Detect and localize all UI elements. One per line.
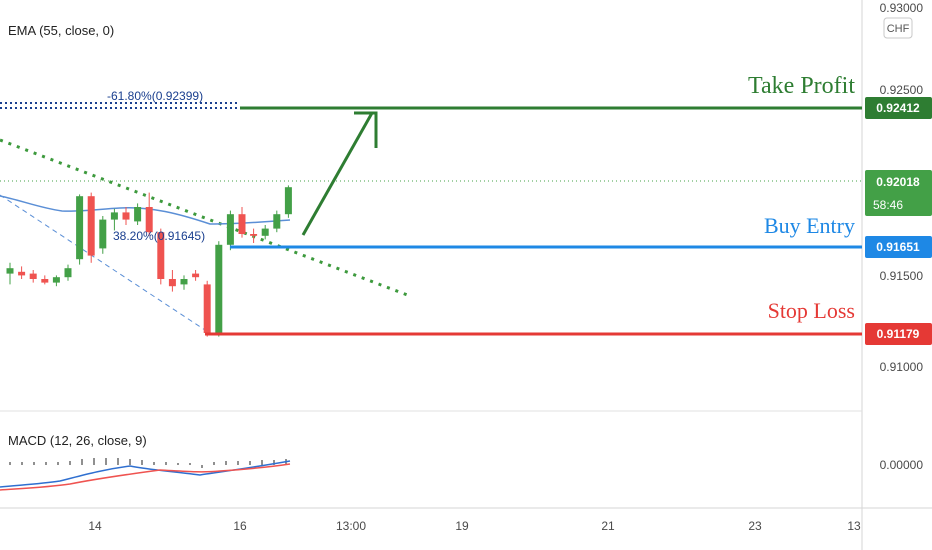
time-tick: 19 (455, 519, 469, 533)
macd-signal-line (0, 463, 291, 491)
buy-entry-label: Buy Entry (764, 213, 855, 238)
candle-down (238, 214, 246, 234)
fib-618-label: -61.80%(0.92399) (107, 89, 203, 103)
stop-loss-price: 0.91179 (877, 327, 920, 341)
take-profit-label: Take Profit (748, 73, 855, 99)
current-price-badge (865, 170, 932, 216)
candle-down (87, 196, 95, 256)
price-tick: 0.91500 (880, 269, 924, 283)
candle-up (226, 214, 234, 245)
candle-down (41, 279, 49, 283)
price-tick: 0.93000 (880, 1, 924, 15)
time-tick: 23 (748, 519, 762, 533)
projection-arrow-icon (354, 111, 378, 148)
ema-line (0, 195, 291, 225)
descending-trendline[interactable] (0, 138, 411, 298)
current-price: 0.92018 (876, 175, 920, 189)
time-tick: 13 (847, 519, 861, 533)
candle-down (122, 212, 130, 220)
time-tick: 16 (233, 519, 247, 533)
take-profit-badge (865, 97, 932, 119)
price-tick: 0.92500 (880, 83, 924, 97)
candle-up (180, 279, 188, 285)
time-tick: 13:00 (336, 519, 366, 533)
candle-down (18, 271, 26, 276)
candle-down (145, 207, 153, 233)
currency-label: CHF (887, 23, 910, 35)
candle-up (110, 212, 118, 220)
candle-down (203, 284, 211, 333)
candle-down (192, 273, 200, 278)
fib-connector-line (0, 194, 206, 331)
buy-entry-badge (865, 236, 932, 258)
candle-up (99, 219, 107, 249)
bar-countdown: 58:46 (873, 198, 903, 212)
buy-entry-price: 0.91651 (876, 240, 920, 254)
macd-indicator-label[interactable]: MACD (12, 26, close, 9) (8, 433, 147, 448)
candles-group (6, 185, 292, 337)
fib-382-label: 38.20%(0.91645) (113, 229, 205, 243)
time-tick: 14 (88, 519, 102, 533)
currency-button[interactable] (883, 17, 913, 39)
projection-arrow-line (301, 112, 374, 236)
candle-up (284, 187, 292, 215)
candle-up (64, 268, 72, 278)
candle-down (157, 232, 165, 279)
candle-up (215, 244, 223, 333)
candle-up (76, 196, 84, 260)
ema-indicator-label[interactable]: EMA (55, close, 0) (8, 23, 114, 38)
candle-down (29, 273, 37, 279)
stop-loss-badge (865, 323, 932, 345)
price-tick: 0.91000 (880, 360, 924, 374)
take-profit-price: 0.92412 (876, 101, 920, 115)
macd-histogram (9, 458, 287, 468)
stop-loss-label: Stop Loss (768, 298, 855, 323)
candle-down (168, 279, 176, 287)
candle-up (6, 268, 14, 274)
candle-up (134, 207, 142, 222)
macd-tick: 0.00000 (880, 458, 924, 472)
time-tick: 21 (601, 519, 615, 533)
candle-up (261, 228, 269, 236)
candle-up (273, 214, 281, 229)
candle-down (250, 234, 258, 236)
candle-up (52, 277, 60, 283)
